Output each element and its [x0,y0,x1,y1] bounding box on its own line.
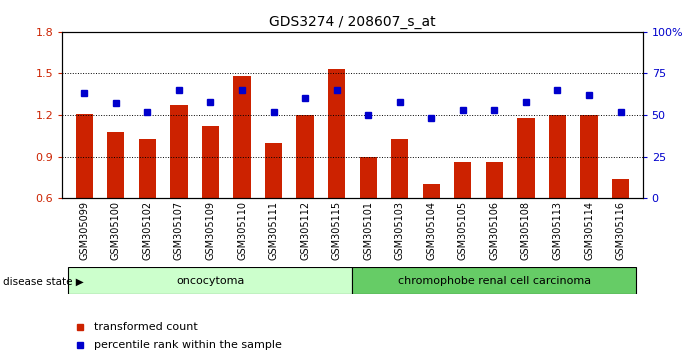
Bar [423,184,440,198]
Text: percentile rank within the sample: percentile rank within the sample [94,340,282,350]
Bar [170,105,187,198]
Bar [328,69,346,198]
Text: oncocytoma: oncocytoma [176,275,245,286]
Text: transformed count: transformed count [94,322,198,332]
Bar [139,139,156,198]
Bar [549,115,566,198]
Text: chromophobe renal cell carcinoma: chromophobe renal cell carcinoma [398,275,591,286]
Title: GDS3274 / 208607_s_at: GDS3274 / 208607_s_at [269,16,436,29]
Bar [486,162,503,198]
Bar [391,139,408,198]
Bar [75,114,93,198]
Bar [454,162,471,198]
Bar [107,132,124,198]
Bar [265,143,282,198]
Bar [580,115,598,198]
Bar [234,76,251,198]
Text: disease state ▶: disease state ▶ [3,276,84,286]
Bar [352,267,636,294]
Bar [612,179,630,198]
Bar [68,267,352,294]
Bar [202,126,219,198]
Bar [359,156,377,198]
Bar [518,118,535,198]
Bar [296,115,314,198]
